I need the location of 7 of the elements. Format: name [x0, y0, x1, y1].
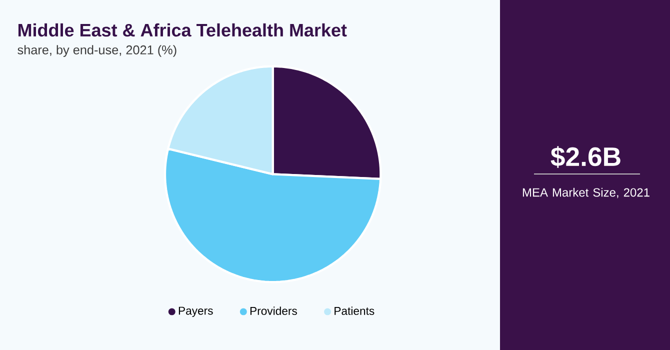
legend-label: Payers [178, 306, 213, 317]
chart-subtitle: share, by end-use, 2021 (%) [18, 45, 176, 57]
chart-title: Middle East & Africa Telehealth Market [18, 23, 347, 37]
legend-label: Providers [250, 306, 297, 315]
text: MEA Market Size, 2021 [522, 188, 650, 198]
text: $2.6B [550, 146, 620, 168]
legend-label: Patients [334, 306, 374, 315]
